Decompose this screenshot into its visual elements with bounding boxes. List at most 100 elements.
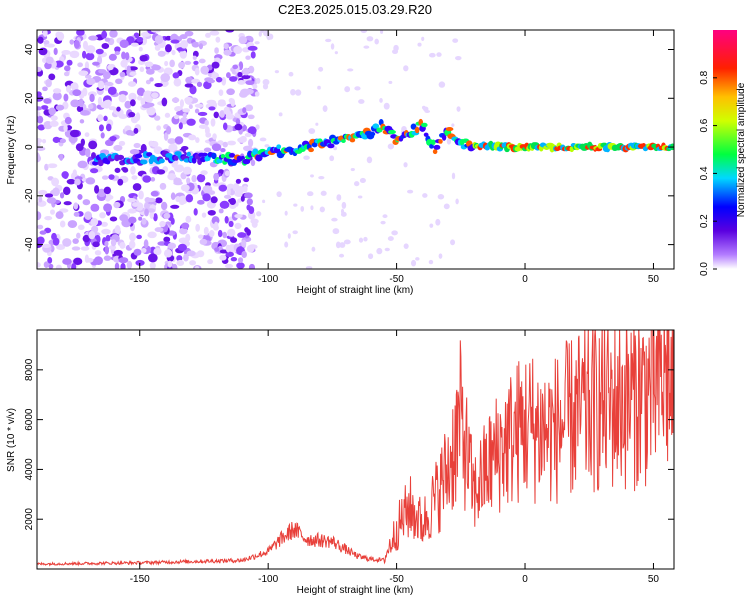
heatmap-cell	[393, 44, 399, 52]
colorbar-tick-label: 0.2	[699, 214, 710, 228]
heatmap-cell	[193, 208, 198, 216]
heatmap-cell	[119, 241, 126, 249]
heatmap-cell	[37, 124, 46, 131]
heatmap-cell	[133, 248, 142, 256]
heatmap-cell	[138, 216, 143, 221]
heatmap-cell	[88, 140, 98, 150]
heatmap-cell	[229, 76, 238, 82]
heatmap-cell	[82, 199, 91, 206]
heatmap-cell	[350, 167, 355, 172]
heatmap-cell	[145, 79, 151, 85]
heatmap-cell	[247, 114, 255, 120]
heatmap-cell	[213, 221, 219, 230]
heatmap-cell	[211, 143, 222, 152]
heatmap-cell	[186, 151, 192, 157]
heatmap-cell	[228, 152, 236, 158]
heatmap-cell	[248, 263, 256, 269]
heatmap-cell	[56, 31, 65, 41]
heatmap-cell	[287, 233, 291, 239]
heatmap-cell	[171, 49, 176, 56]
heatmap-cell	[205, 132, 212, 138]
heatmap-cell	[69, 39, 75, 45]
heatmap-cell	[45, 56, 54, 64]
heatmap-cell	[403, 243, 409, 249]
heatmap-cell	[213, 172, 220, 181]
heatmap-cell	[118, 140, 126, 146]
heatmap-cell	[56, 244, 66, 251]
heatmap-cell	[233, 45, 243, 54]
heatmap-cell	[225, 244, 231, 253]
heatmap-cell	[103, 255, 112, 261]
heatmap-cell	[37, 111, 41, 117]
heatmap-cell	[244, 192, 253, 199]
heatmap-cell	[128, 92, 137, 102]
heatmap-cell	[438, 81, 446, 88]
heatmap-cell	[237, 232, 247, 238]
heatmap-cell	[141, 217, 147, 225]
heatmap-cell	[421, 36, 425, 41]
heatmap-cell	[288, 71, 294, 77]
heatmap-cell	[164, 112, 171, 118]
heatmap-cell	[158, 158, 165, 164]
heatmap-cell	[210, 118, 216, 127]
heatmap-cell	[308, 147, 314, 153]
heatmap-cell	[131, 175, 138, 180]
heatmap-cell	[196, 173, 206, 183]
heatmap-cell	[317, 85, 321, 90]
y-tick-label: 6000	[24, 408, 35, 431]
heatmap-cell	[244, 132, 252, 138]
heatmap-cell	[218, 208, 224, 214]
heatmap-cell	[428, 259, 434, 265]
heatmap-cell	[186, 118, 196, 126]
heatmap-cell	[167, 260, 173, 268]
y-tick-label: 40	[24, 44, 35, 56]
heatmap-cell	[136, 87, 146, 97]
heatmap-cell	[38, 47, 48, 56]
heatmap-cell	[229, 197, 236, 206]
x-tick-label: -150	[130, 274, 150, 285]
heatmap-cell	[135, 259, 145, 266]
heatmap-cell	[237, 71, 243, 78]
heatmap-cell	[65, 85, 72, 93]
snr-series-line	[37, 330, 674, 567]
heatmap-cell	[113, 201, 121, 209]
heatmap-cell	[310, 205, 314, 211]
heatmap-cell	[191, 174, 197, 183]
heatmap-cell	[188, 134, 197, 141]
heatmap-cell	[94, 185, 100, 194]
heatmap-cell	[80, 246, 90, 251]
heatmap-cell	[161, 97, 168, 107]
heatmap-cell	[144, 208, 149, 217]
heatmap-cell	[339, 253, 345, 258]
colorbar-scale	[713, 30, 737, 269]
heatmap-cell	[154, 227, 164, 233]
heatmap-cell	[161, 201, 168, 211]
heatmap-cell	[214, 247, 220, 252]
heatmap-cell	[154, 82, 163, 88]
heatmap-cell	[445, 127, 454, 132]
heatmap-cell	[225, 30, 235, 33]
heatmap-cell	[173, 78, 182, 87]
colorbar-tick-label: 0.6	[699, 118, 710, 132]
x-tick-label: 50	[648, 274, 660, 285]
heatmap-cell	[143, 90, 153, 100]
heatmap-cell	[211, 61, 220, 69]
heatmap-cell	[117, 178, 124, 186]
heatmap-cell	[85, 45, 96, 54]
heatmap-cell	[207, 209, 216, 216]
heatmap-cell	[46, 197, 57, 204]
heatmap-cell	[341, 138, 346, 143]
heatmap-cell	[116, 106, 121, 112]
heatmap-cell	[230, 237, 238, 243]
heatmap-cell	[276, 144, 282, 150]
y-tick-label: -40	[24, 237, 35, 252]
heatmap-cell	[266, 33, 272, 41]
heatmap-cell	[219, 254, 227, 261]
x-tick-label: -100	[258, 574, 278, 585]
heatmap-cell	[84, 254, 89, 263]
heatmap-cell	[195, 223, 200, 232]
heatmap-cell	[295, 89, 302, 96]
heatmap-cell	[230, 257, 238, 262]
heatmap-cell	[104, 139, 114, 147]
heatmap-cell	[62, 258, 72, 265]
